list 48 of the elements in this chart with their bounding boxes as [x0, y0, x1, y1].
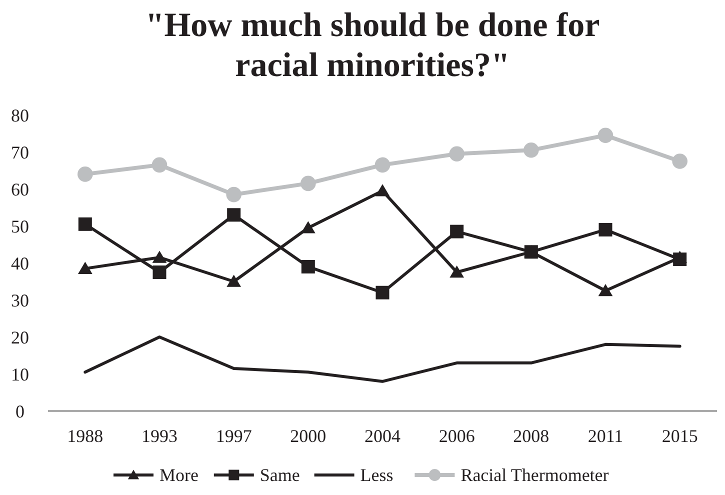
point — [300, 176, 316, 192]
line-series — [84, 336, 682, 383]
x-tick-label: 2011 — [588, 426, 624, 446]
point — [78, 262, 92, 274]
point — [524, 142, 539, 158]
legend-label: Less — [360, 465, 394, 485]
y-tick-label: 0 — [16, 401, 24, 422]
y-tick-label: 20 — [11, 327, 29, 348]
legend-label: Same — [260, 465, 300, 485]
point — [450, 266, 464, 278]
y-tick-label: 30 — [11, 290, 29, 310]
point — [598, 222, 612, 236]
point — [598, 128, 614, 143]
y-tick-label: 70 — [11, 142, 29, 162]
point — [78, 166, 93, 182]
legend-label: Racial Thermometer — [460, 465, 609, 485]
y-tick-label: 10 — [11, 364, 29, 384]
point — [300, 221, 316, 234]
point — [227, 208, 241, 222]
point — [374, 157, 390, 173]
x-tick-label: 1988 — [67, 426, 104, 446]
x-tick-label: 1997 — [216, 426, 252, 446]
chart-title: "How much should be done for racial minorities?" — [145, 7, 600, 84]
x-tick-label: 2000 — [290, 426, 326, 446]
point — [375, 184, 390, 196]
point — [152, 157, 168, 173]
point — [449, 146, 464, 162]
point — [376, 286, 390, 300]
x-tick-label: 2006 — [438, 426, 475, 446]
x-tick-label: 2008 — [513, 426, 550, 446]
point — [450, 224, 464, 238]
point — [226, 186, 242, 202]
y-tick-label: 60 — [11, 179, 29, 200]
point — [301, 260, 315, 274]
point — [672, 154, 688, 169]
legend-label: More — [160, 465, 198, 485]
x-tick-label: 2004 — [364, 426, 400, 446]
x-tick-label: 1993 — [142, 426, 178, 446]
point — [226, 274, 242, 287]
point — [152, 250, 167, 263]
y-tick-label: 80 — [11, 105, 29, 126]
y-tick-label: 40 — [11, 253, 29, 274]
y-tick-label: 50 — [11, 216, 29, 236]
point — [152, 266, 166, 279]
point — [78, 217, 92, 231]
point — [673, 252, 687, 266]
point — [598, 284, 613, 296]
x-tick-label: 2015 — [662, 426, 698, 446]
